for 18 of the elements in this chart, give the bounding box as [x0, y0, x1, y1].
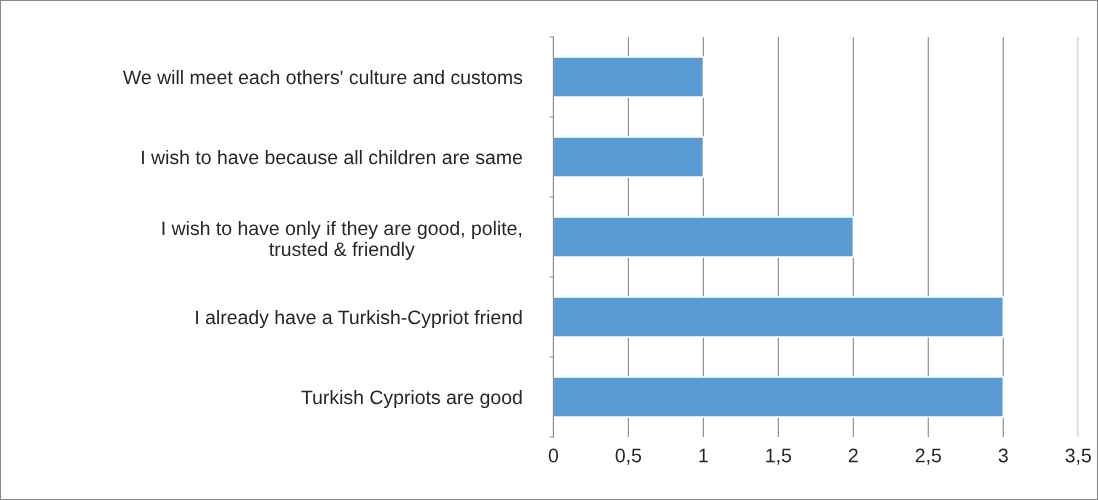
bar: [553, 56, 705, 98]
x-tick-label: 0,5: [615, 448, 642, 465]
bar: [553, 296, 1004, 338]
x-tick-label: 2,5: [915, 448, 941, 465]
bar: [553, 376, 1004, 418]
y-tick-label: I wish to have only if they are good, polite, trusted & friendly: [162, 220, 522, 260]
bar: [553, 216, 854, 258]
bar: [553, 136, 705, 178]
x-tick-label: 1,5: [766, 448, 792, 465]
x-tick-label: 3,5: [1065, 448, 1091, 465]
y-tick-label: Turkish Cypriots are good: [301, 389, 522, 409]
x-tick-label: 2: [848, 448, 858, 463]
y-tick-label: I wish to have because all children are same: [142, 149, 522, 165]
y-tick-label: I already have a Turkish-Cypriot friend: [196, 309, 522, 329]
x-tick-label: 3: [998, 448, 1008, 463]
x-tick-label: 0: [548, 448, 559, 463]
y-tick-label: We will meet each others' culture and customs: [122, 69, 523, 85]
x-tick-label: 1: [699, 448, 708, 463]
